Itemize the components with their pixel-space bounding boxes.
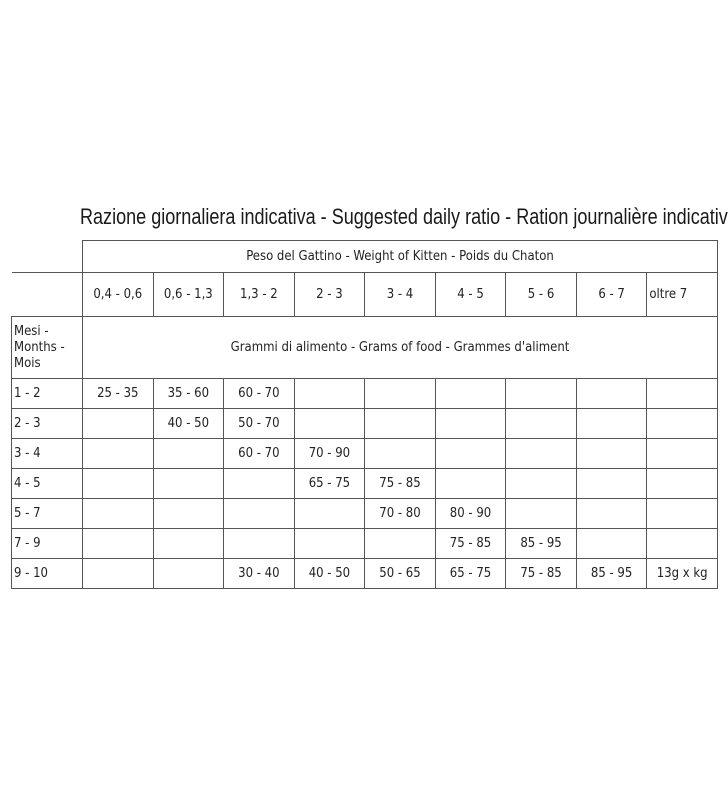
grams-cell: [223, 528, 295, 559]
grams-cell: 70 - 90: [293, 438, 366, 469]
grams-cell: [575, 438, 648, 469]
grams-cell: [82, 408, 154, 439]
grams-cell: [364, 378, 436, 409]
month-cell: 4 - 5: [11, 468, 83, 499]
grams-cell: 35 - 60: [152, 378, 225, 409]
grams-cell: [575, 498, 648, 529]
month-cell: 7 - 9: [11, 528, 83, 559]
grams-cell: [364, 528, 436, 559]
grams-cell: [505, 438, 577, 469]
grams-cell: [505, 408, 577, 439]
grams-cell: [364, 438, 436, 469]
grams-cell: [575, 528, 648, 559]
grams-cell: [152, 498, 225, 529]
weight-column-header: 3 - 4: [364, 272, 436, 317]
grams-cell: [434, 408, 507, 439]
grams-cell: 50 - 70: [223, 408, 295, 439]
grams-cell: [82, 498, 154, 529]
grams-cell: [223, 468, 295, 499]
grams-cell: 80 - 90: [434, 498, 507, 529]
weight-column-header: 0,6 - 1,3: [152, 272, 225, 317]
grams-cell: 50 - 65: [364, 558, 436, 589]
grams-cell: [293, 528, 366, 559]
grams-header: Grammi di alimento - Grams of food - Gra…: [82, 316, 718, 379]
page-title: Razione giornaliera indicativa - Suggest…: [80, 204, 728, 229]
month-cell: 1 - 2: [11, 378, 83, 409]
grams-cell: 60 - 70: [223, 438, 295, 469]
grams-cell: [575, 468, 648, 499]
grams-cell: [434, 468, 507, 499]
table-row: 2 - 3 40 - 50 50 - 70: [11, 408, 718, 439]
grams-cell: [82, 528, 154, 559]
grams-cell: 75 - 85: [434, 528, 507, 559]
table-row: 4 - 5 65 - 75 75 - 85: [11, 468, 718, 499]
grams-cell: [293, 408, 366, 439]
month-cell: 2 - 3: [11, 408, 83, 439]
grams-cell: [434, 378, 507, 409]
grams-cell: [223, 498, 295, 529]
grams-cell: 65 - 75: [434, 558, 507, 589]
weight-column-header: oltre 7: [646, 272, 718, 317]
grams-cell: [505, 498, 577, 529]
grams-cell: [505, 468, 577, 499]
grams-cell: 85 - 95: [575, 558, 648, 589]
grams-cell: [575, 408, 648, 439]
weight-header-row: Peso del Gattino - Weight of Kitten - Po…: [11, 240, 718, 273]
grams-cell: [82, 468, 154, 499]
months-label-line: Mois: [14, 355, 41, 371]
grams-cell: 25 - 35: [82, 378, 154, 409]
empty-corner-cell: [11, 272, 83, 317]
grams-cell: [646, 408, 718, 439]
grams-cell: [646, 498, 718, 529]
grams-cell: 85 - 95: [505, 528, 577, 559]
grams-cell: [505, 378, 577, 409]
months-label-line: Mesi -: [14, 323, 49, 339]
grams-cell: 40 - 50: [152, 408, 225, 439]
grams-cell: [646, 528, 718, 559]
grams-cell: 30 - 40: [223, 558, 295, 589]
grams-cell: [293, 498, 366, 529]
month-cell: 3 - 4: [11, 438, 83, 469]
weight-header: Peso del Gattino - Weight of Kitten - Po…: [82, 240, 718, 273]
weight-column-header: 1,3 - 2: [223, 272, 295, 317]
table-row: 5 - 7 70 - 80 80 - 90: [11, 498, 718, 529]
grams-cell: 70 - 80: [364, 498, 436, 529]
table-row: 7 - 9 75 - 85 85 - 95: [11, 528, 718, 559]
grams-cell: [575, 378, 648, 409]
months-label-line: Months -: [14, 339, 65, 355]
grams-cell: 75 - 85: [505, 558, 577, 589]
grams-cell: [152, 528, 225, 559]
table-row: 1 - 2 25 - 35 35 - 60 60 - 70: [11, 378, 718, 409]
weight-column-header: 0,4 - 0,6: [82, 272, 154, 317]
grams-cell: [82, 558, 154, 589]
weight-column-header: 6 - 7: [575, 272, 648, 317]
grams-cell: [646, 468, 718, 499]
grams-cell: 40 - 50: [293, 558, 366, 589]
weight-column-header: 5 - 6: [505, 272, 577, 317]
grams-cell: [152, 558, 225, 589]
months-label: Mesi - Months - Mois: [11, 316, 83, 379]
month-cell: 5 - 7: [11, 498, 83, 529]
grams-cell: [364, 408, 436, 439]
month-cell: 9 - 10: [11, 558, 83, 589]
weight-column-header: 2 - 3: [293, 272, 366, 317]
table-row: 3 - 4 60 - 70 70 - 90: [11, 438, 718, 469]
grams-cell: [152, 468, 225, 499]
empty-corner-cell: [11, 240, 83, 273]
grams-cell: [152, 438, 225, 469]
grams-cell: [82, 438, 154, 469]
grams-header-row: Mesi - Months - Mois Grammi di alimento …: [11, 316, 718, 379]
table-row: 9 - 10 30 - 40 40 - 50 50 - 65 65 - 75 75 - 8…: [11, 558, 718, 589]
weight-column-header: 4 - 5: [434, 272, 507, 317]
ration-table: Peso del Gattino - Weight of Kitten - Po…: [11, 240, 718, 589]
grams-cell: [646, 378, 718, 409]
grams-cell: [646, 438, 718, 469]
grams-cell: 75 - 85: [364, 468, 436, 499]
grams-cell: [434, 438, 507, 469]
grams-cell: 60 - 70: [223, 378, 295, 409]
grams-cell: [293, 378, 366, 409]
grams-cell: 13g x kg: [646, 558, 718, 589]
grams-cell: 65 - 75: [293, 468, 366, 499]
